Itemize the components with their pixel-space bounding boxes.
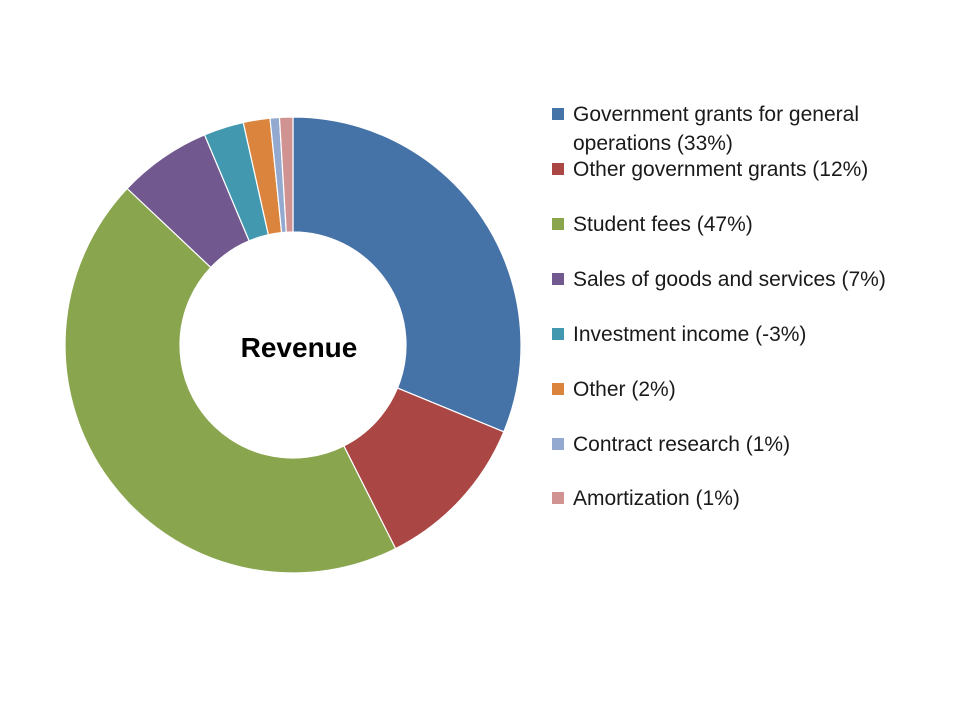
legend-item: Investment income (-3%) — [552, 320, 952, 349]
legend-label: Contract research (1%) — [573, 433, 791, 456]
legend-swatch — [552, 328, 564, 340]
legend-item: Sales of goods and services (7%) — [552, 265, 952, 294]
legend-swatch — [552, 438, 564, 450]
legend-label: Government grants for general operations… — [573, 103, 859, 155]
legend-item: Government grants for general operations… — [552, 100, 952, 158]
legend-label: Amortization (1%) — [573, 487, 740, 510]
legend-label: Investment income (-3%) — [573, 323, 807, 346]
legend-item: Contract research (1%) — [552, 430, 952, 459]
legend-label: Student fees (47%) — [573, 213, 753, 236]
legend-item: Other (2%) — [552, 375, 952, 404]
legend-item: Student fees (47%) — [552, 210, 952, 239]
legend-swatch — [552, 492, 564, 504]
donut-slice-3 — [64, 187, 397, 574]
legend-swatch — [552, 273, 564, 285]
legend-swatch — [552, 383, 564, 395]
legend-label: Other government grants (12%) — [573, 158, 869, 181]
legend-label: Sales of goods and services (7%) — [573, 268, 886, 291]
legend-swatch — [552, 218, 564, 230]
legend-swatch — [552, 163, 564, 175]
chart-title: Revenue — [241, 332, 358, 363]
legend-swatch — [552, 108, 564, 120]
donut-slice-1 — [292, 116, 522, 433]
legend-item: Other government grants (12%) — [552, 155, 952, 184]
legend-item: Amortization (1%) — [552, 484, 952, 513]
donut-slices — [64, 116, 522, 574]
donut-slice-8 — [278, 116, 294, 233]
legend-label: Other (2%) — [573, 378, 676, 401]
donut-chart: Revenue — [64, 116, 522, 574]
